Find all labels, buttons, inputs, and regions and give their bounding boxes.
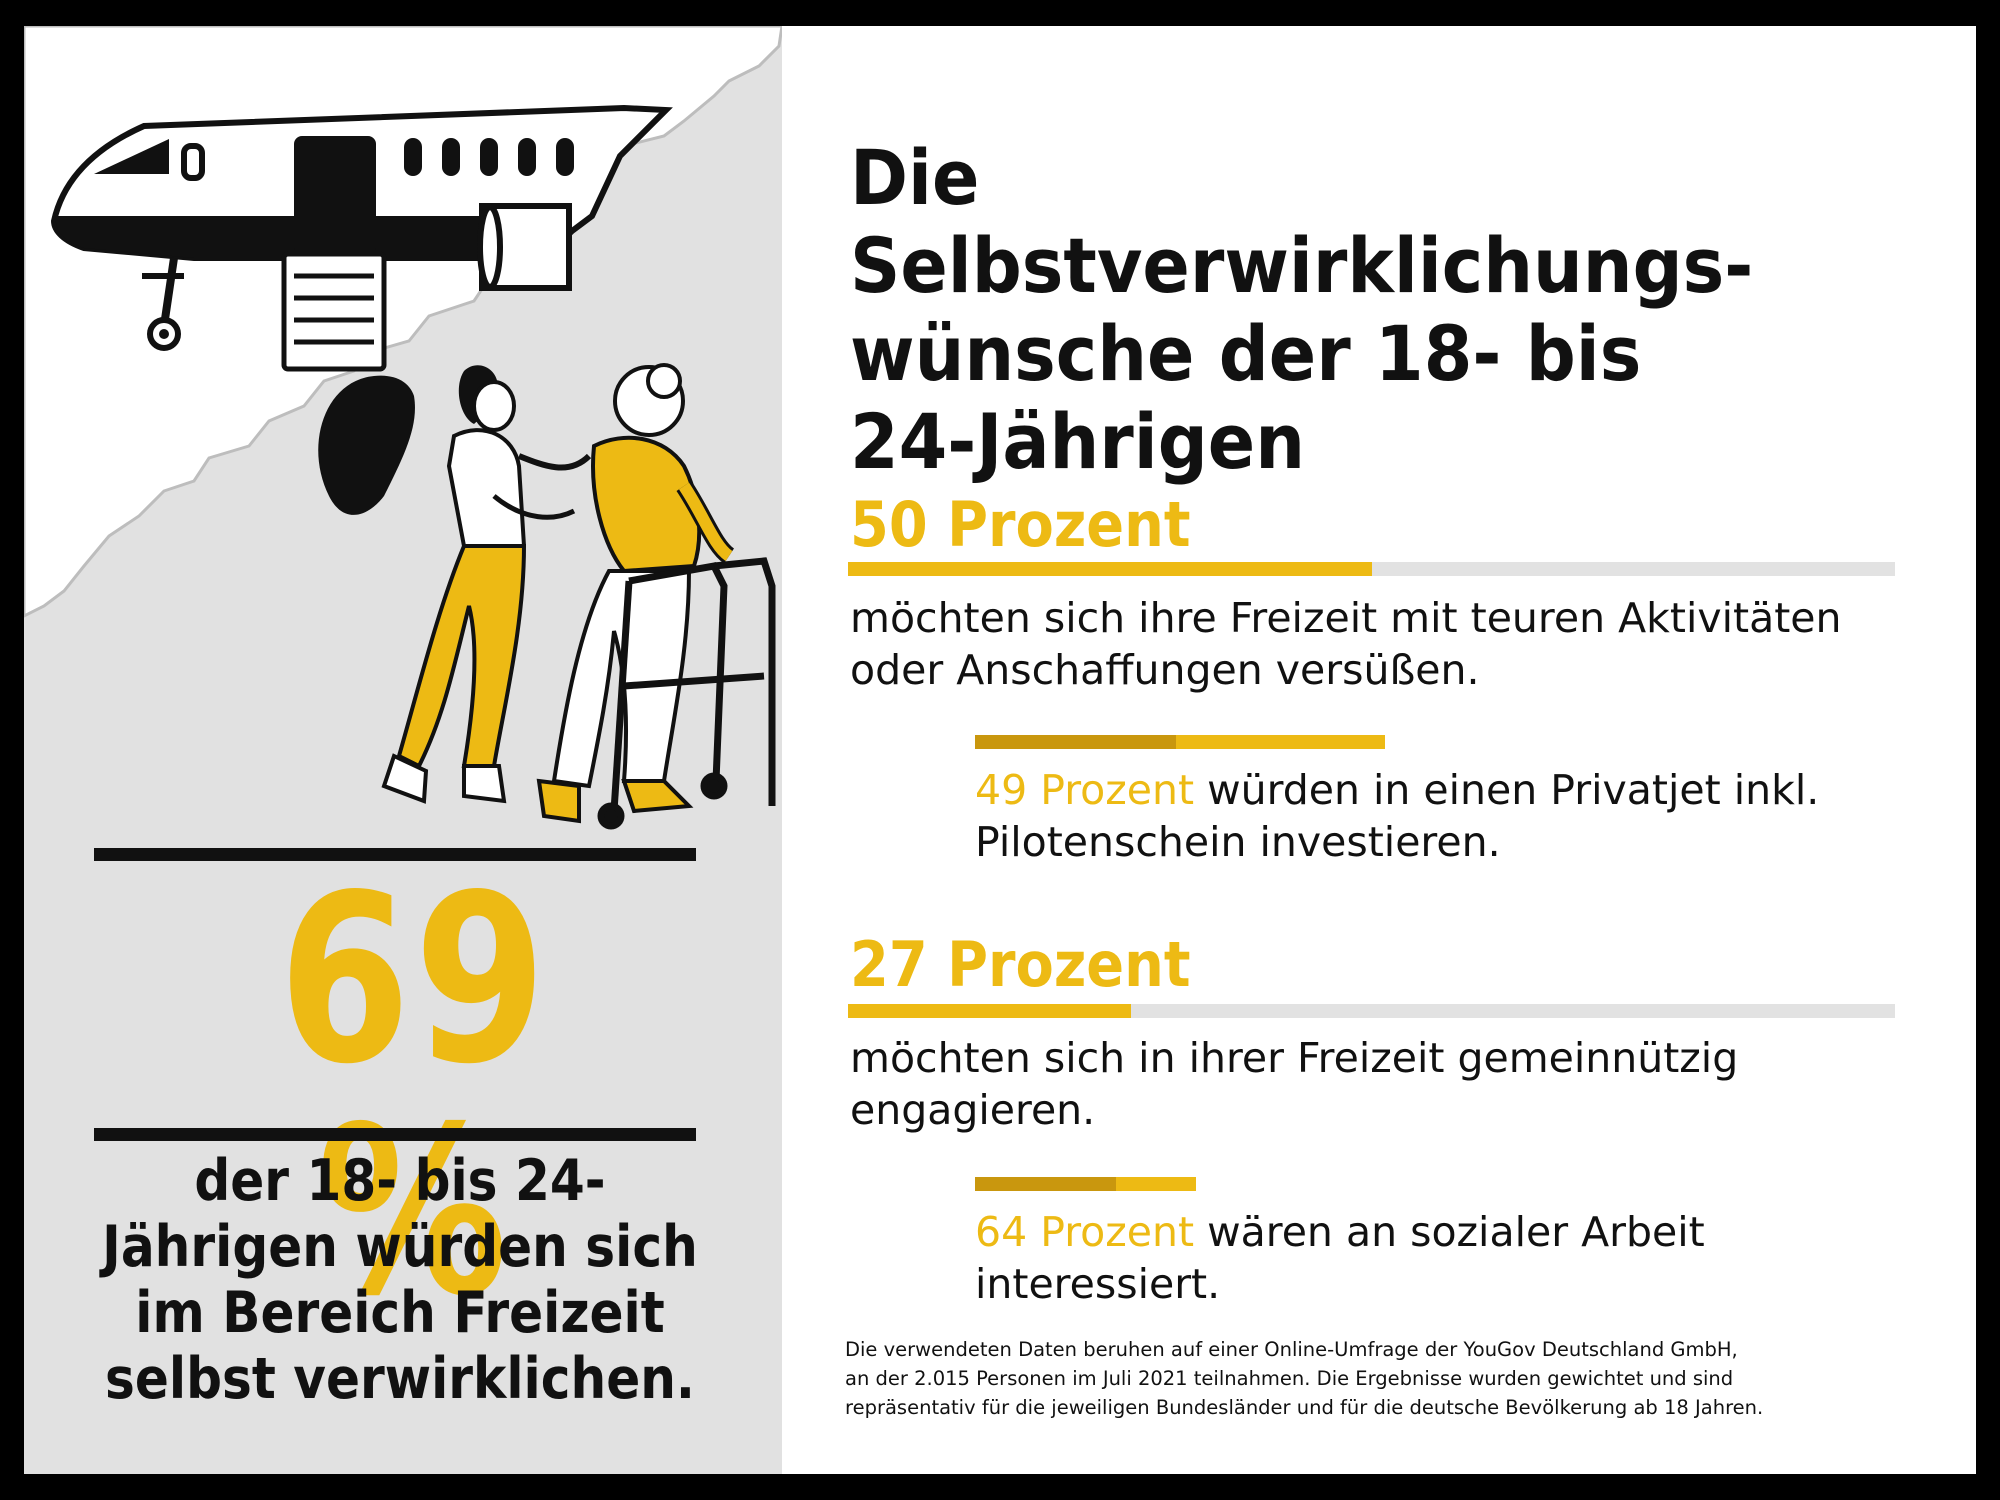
stat-2-bar-track: [848, 1004, 1895, 1018]
bottom-divider-rule: [94, 1128, 696, 1141]
stat-1-sub-text: 49 Prozent würden in einen Privatjet ink…: [975, 764, 1895, 868]
stat-1-bar-fill: [848, 562, 1372, 576]
infographic-frame: 69 % der 18- bis 24-Jährigen würden sich…: [24, 26, 1976, 1474]
stat-2-bar-fill: [848, 1004, 1131, 1018]
stat-2-sub-highlight: 64 Prozent: [975, 1208, 1195, 1256]
stat-2-heading: 27 Prozent: [850, 928, 1191, 1001]
stat-2-sub-bar: [975, 1177, 1196, 1191]
stat-1-sub-bar-dark: [975, 735, 1176, 749]
left-caption: der 18- bis 24-Jährigen würden sich im B…: [102, 1148, 698, 1412]
stat-2-sub-text: 64 Prozent wären an sozialer Arbeit inte…: [975, 1206, 1895, 1310]
stat-2-sub-bar-dark: [975, 1177, 1116, 1191]
stat-1-sub-highlight: 49 Prozent: [975, 766, 1195, 814]
footnote-line-3: repräsentativ für die jeweiligen Bundesl…: [845, 1396, 1764, 1419]
footnote-line-2: an der 2.015 Personen im Juli 2021 teiln…: [845, 1367, 1734, 1390]
airplane-icon: [50, 104, 673, 372]
stat-1-sub-body: würden in einen Privatjet inkl. Pilotens…: [975, 766, 1820, 866]
footnote: Die verwendeten Daten beruhen auf einer …: [845, 1335, 1945, 1422]
caregiver-with-elderly-person-icon: [318, 363, 735, 824]
stat-1-heading: 50 Prozent: [850, 488, 1191, 561]
footnote-line-1: Die verwendeten Daten beruhen auf einer …: [845, 1338, 1738, 1361]
left-illustration: [24, 26, 782, 1474]
left-panel: 69 % der 18- bis 24-Jährigen würden sich…: [24, 26, 782, 1474]
stat-1-bar-track: [848, 562, 1895, 576]
stat-1-sub-bar: [975, 735, 1385, 749]
stat-1-description: möchten sich ihre Freizeit mit teuren Ak…: [850, 594, 1842, 694]
page-title: Die Selbstverwirklichungs- wünsche der 1…: [850, 133, 1754, 486]
stat-2-description: möchten sich in ihrer Freizeit gemeinnüt…: [850, 1034, 1739, 1134]
top-divider-rule: [94, 848, 696, 861]
walker-icon: [597, 557, 776, 830]
stat-2-sub-body: wären an sozialer Arbeit interessiert.: [975, 1208, 1705, 1308]
